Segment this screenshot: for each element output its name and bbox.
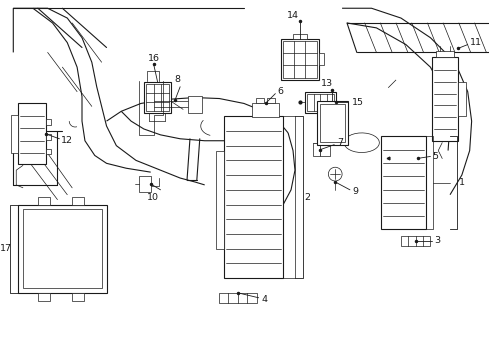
Bar [319, 104, 345, 142]
Bar [38, 197, 49, 204]
Bar [18, 103, 46, 164]
Text: 4: 4 [262, 295, 268, 304]
Text: 14: 14 [287, 10, 299, 19]
Bar [217, 150, 224, 249]
Bar [458, 82, 466, 116]
Bar [220, 293, 257, 303]
Text: 11: 11 [470, 38, 482, 47]
Bar [268, 98, 275, 103]
Text: 10: 10 [147, 193, 159, 202]
Bar [256, 98, 264, 103]
Bar [38, 293, 49, 301]
Bar [224, 116, 283, 278]
Bar [46, 149, 50, 154]
Bar [188, 96, 202, 113]
Bar [46, 119, 50, 125]
Text: 15: 15 [352, 98, 364, 107]
Bar [72, 197, 84, 204]
Bar [252, 103, 279, 117]
Bar [139, 176, 151, 192]
Bar [381, 136, 425, 229]
Bar [146, 84, 170, 111]
Bar [72, 293, 84, 301]
Bar [283, 41, 317, 78]
Bar [436, 51, 454, 57]
Bar [307, 94, 334, 111]
Bar [305, 92, 336, 113]
Bar [46, 134, 50, 140]
Bar [293, 34, 307, 39]
Text: 12: 12 [61, 136, 74, 145]
Bar [281, 39, 318, 80]
Bar [313, 143, 320, 157]
Bar [144, 82, 172, 113]
Text: 16: 16 [147, 54, 160, 63]
Text: 8: 8 [174, 75, 180, 84]
Text: 1: 1 [459, 179, 465, 188]
Bar [317, 102, 348, 145]
Text: 2: 2 [305, 193, 311, 202]
Text: 7: 7 [337, 138, 343, 147]
Bar [396, 153, 417, 164]
Bar [401, 236, 430, 246]
Text: 17: 17 [0, 244, 12, 253]
Bar [432, 57, 458, 141]
Bar [23, 210, 101, 288]
Text: 5: 5 [432, 152, 439, 161]
Bar [11, 115, 18, 153]
Text: 13: 13 [321, 79, 333, 88]
Text: 3: 3 [434, 237, 441, 246]
Text: 9: 9 [352, 187, 358, 196]
Bar [18, 204, 106, 293]
Text: 6: 6 [277, 87, 283, 96]
Bar [318, 53, 324, 65]
